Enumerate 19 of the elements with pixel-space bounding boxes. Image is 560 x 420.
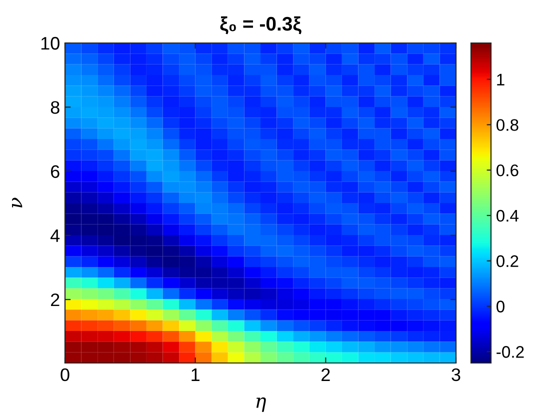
y-tick-label: 10 [41, 36, 60, 50]
y-tick-label: 8 [50, 101, 60, 114]
x-tick-label: 3 [452, 368, 460, 382]
color-bar-label: 0.4 [496, 210, 519, 222]
color-bar-label: 1 [497, 74, 504, 86]
y-tick-label: 2 [51, 293, 60, 306]
x-tick-label: 1 [192, 368, 200, 381]
x-tick-label: 0 [60, 368, 70, 382]
y-axis-title: ν [12, 198, 22, 208]
color-bar-label: 0.2 [496, 255, 518, 268]
chart-title: ξ₀ = -0.3ξ [220, 16, 302, 34]
y-tick-label: 4 [50, 230, 60, 242]
y-tick-label: 6 [51, 165, 60, 178]
x-axis-title: η [256, 397, 266, 412]
color-bar-label: -0.2 [496, 346, 524, 358]
color-bar-label: 0 [496, 300, 504, 312]
color-bar-label: 0.6 [496, 164, 518, 176]
color-bar-label: 0.8 [496, 119, 518, 131]
x-tick-label: 2 [322, 368, 330, 381]
